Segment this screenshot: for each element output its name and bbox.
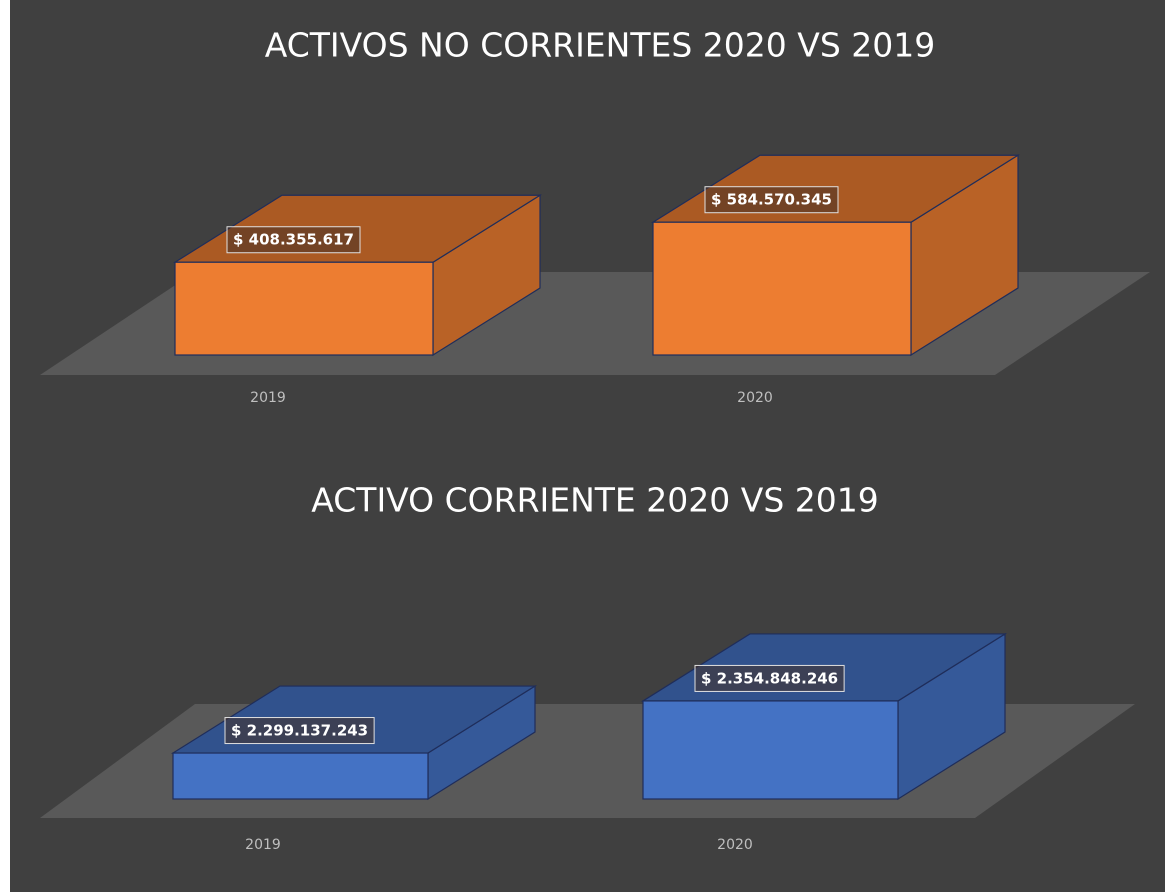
value-label: $ 408.355.617 — [233, 231, 354, 249]
bar — [642, 700, 899, 800]
x-tick-label: 2019 — [245, 837, 281, 853]
x-tick-label: 2020 — [737, 390, 773, 406]
x-tick-label: 2020 — [717, 837, 753, 853]
value-label-box — [226, 226, 361, 254]
x-tick-label: 2019 — [250, 390, 286, 406]
chart-title: ACTIVOS NO CORRIENTES 2020 VS 2019 — [265, 26, 936, 65]
bar — [652, 221, 912, 356]
value-label: $ 584.570.345 — [711, 191, 832, 209]
value-label-box — [694, 664, 845, 692]
value-label-box — [224, 717, 375, 745]
value-label: $ 2.299.137.243 — [231, 722, 368, 740]
value-label-box — [704, 186, 839, 214]
value-label: $ 2.354.848.246 — [701, 669, 838, 687]
bar — [172, 752, 429, 800]
chart-title: ACTIVO CORRIENTE 2020 VS 2019 — [311, 481, 879, 520]
bar — [174, 261, 434, 356]
